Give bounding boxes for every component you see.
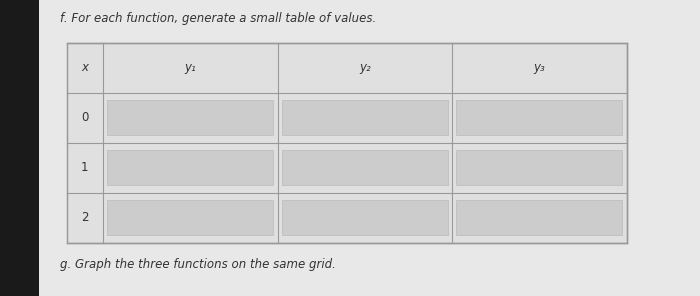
- Text: y₁: y₁: [184, 61, 196, 74]
- Text: 2: 2: [81, 211, 88, 224]
- Bar: [282, 150, 448, 185]
- Bar: [456, 150, 622, 185]
- Text: 0: 0: [81, 111, 88, 124]
- Bar: [282, 100, 448, 135]
- Bar: [456, 100, 622, 135]
- Text: x: x: [81, 61, 88, 74]
- Bar: [282, 200, 448, 235]
- Bar: [66, 43, 626, 243]
- Bar: [107, 100, 274, 135]
- Bar: [456, 200, 622, 235]
- Text: y₂: y₂: [359, 61, 371, 74]
- Text: f. For each function, generate a small table of values.: f. For each function, generate a small t…: [60, 12, 376, 25]
- Bar: [107, 150, 274, 185]
- Text: g. Graph the three functions on the same grid.: g. Graph the three functions on the same…: [60, 258, 335, 271]
- Bar: [107, 200, 274, 235]
- Bar: [0, 0, 38, 296]
- Text: 1: 1: [81, 161, 88, 174]
- Text: y₃: y₃: [533, 61, 545, 74]
